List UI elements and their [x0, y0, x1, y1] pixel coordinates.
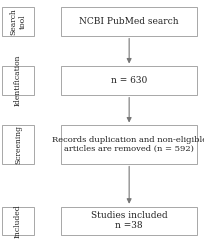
- Text: Studies included
n =38: Studies included n =38: [90, 211, 167, 231]
- FancyBboxPatch shape: [2, 207, 34, 235]
- Text: Search
tool: Search tool: [9, 8, 26, 35]
- FancyBboxPatch shape: [61, 7, 196, 36]
- FancyBboxPatch shape: [61, 207, 196, 235]
- Text: Identification: Identification: [14, 55, 22, 106]
- FancyBboxPatch shape: [2, 125, 34, 164]
- Text: n = 630: n = 630: [111, 76, 146, 85]
- FancyBboxPatch shape: [2, 66, 34, 95]
- Text: Included: Included: [14, 204, 22, 238]
- Text: Records duplication and non-eligible
articles are removed (n = 592): Records duplication and non-eligible art…: [51, 136, 204, 153]
- FancyBboxPatch shape: [2, 7, 34, 36]
- Text: NCBI PubMed search: NCBI PubMed search: [79, 17, 178, 26]
- FancyBboxPatch shape: [61, 66, 196, 95]
- Text: Screening: Screening: [14, 125, 22, 164]
- FancyBboxPatch shape: [61, 125, 196, 164]
